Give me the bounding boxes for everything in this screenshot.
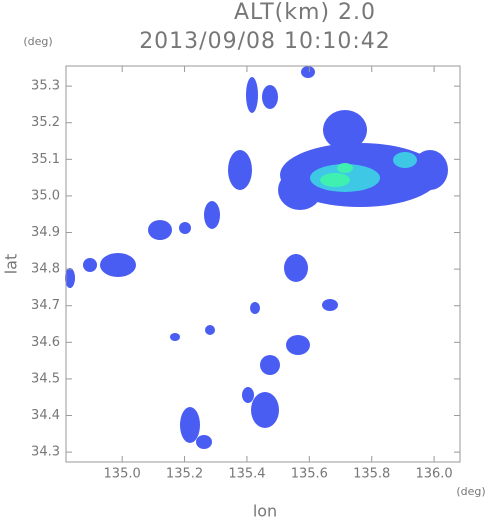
y-tick-label: 35.3 [31, 79, 60, 94]
y-tick-label: 34.7 [31, 298, 60, 313]
x-tick-label: 135.4 [228, 467, 265, 482]
x-tick-label: 135.0 [104, 467, 141, 482]
y-tick-label: 34.4 [31, 408, 60, 423]
x-tick-label: 135.6 [291, 467, 328, 482]
radar-echo [65, 66, 448, 449]
plot-frame [65, 65, 461, 463]
x-tick-label: 135.8 [353, 467, 390, 482]
chart-title: 2013/09/08 10:10:42 [139, 29, 391, 54]
x-tick-label: 135.2 [166, 467, 203, 482]
x-tick-label: 136.0 [415, 467, 452, 482]
y-tick-label: 34.9 [31, 225, 60, 240]
y-tick-label: 35.1 [31, 152, 60, 167]
y-axis-label: lat [2, 254, 21, 275]
y-tick-label: 34.5 [31, 371, 60, 386]
x-unit: (deg) [456, 485, 485, 498]
y-unit: (deg) [23, 35, 52, 48]
y-tick-label: 34.6 [31, 335, 60, 350]
altitude: ALT(km) 2.0 [234, 0, 376, 25]
y-tick-label: 35.2 [31, 115, 60, 130]
x-axis-label: lon [253, 502, 277, 521]
y-tick-label: 34.8 [31, 262, 60, 277]
y-tick-label: 34.3 [31, 445, 60, 460]
y-tick-label: 35.0 [31, 188, 60, 203]
